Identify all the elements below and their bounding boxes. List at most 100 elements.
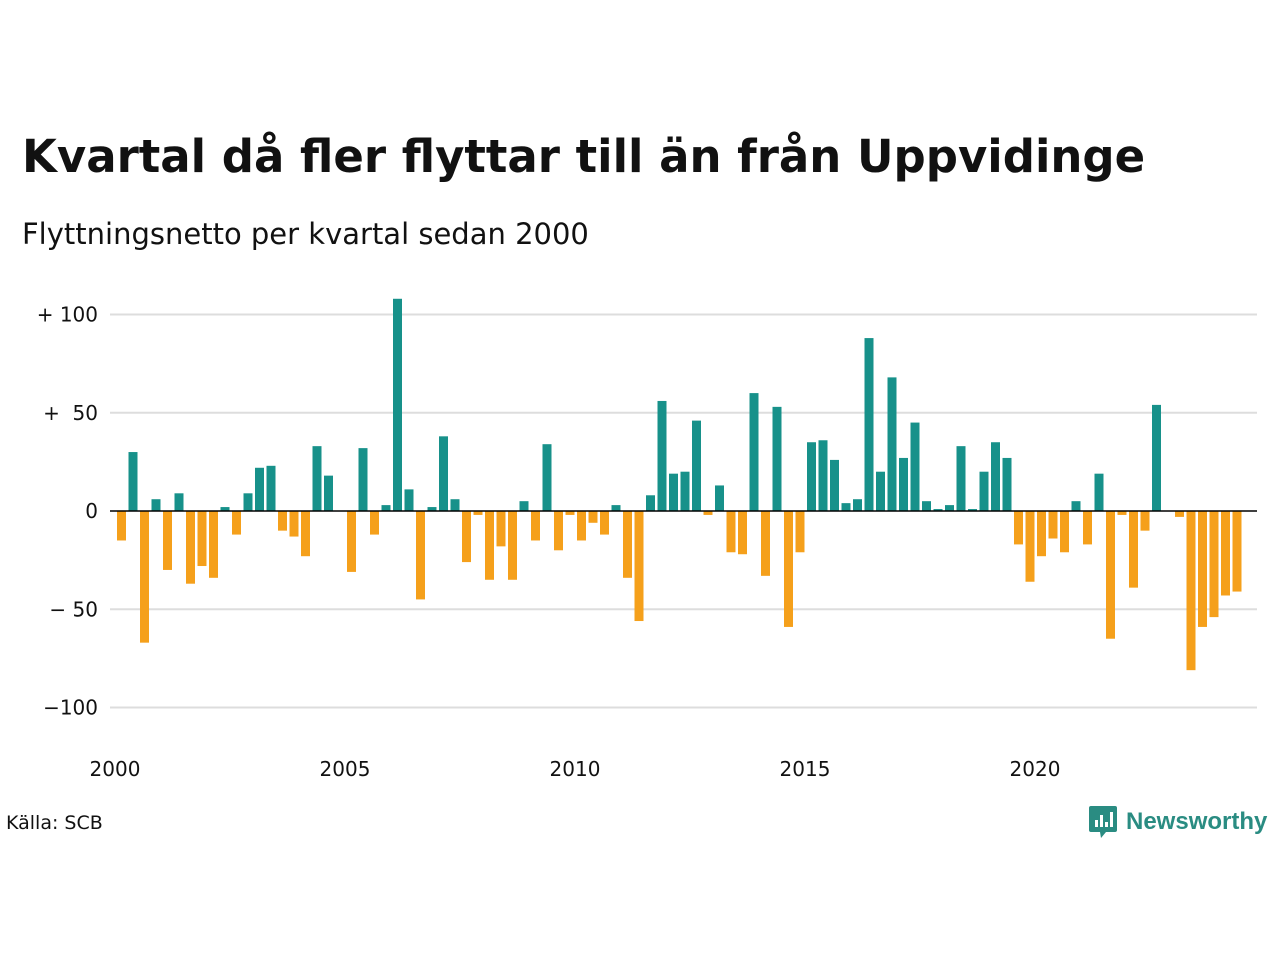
bar [128, 452, 138, 511]
x-tick-label: 2015 [780, 757, 831, 781]
chart-subtitle: Flyttningsnetto per kvartal sedan 2000 [22, 217, 589, 251]
bar [393, 298, 402, 511]
bar [1221, 511, 1230, 596]
bar [1117, 511, 1127, 515]
bar [1014, 511, 1023, 545]
bar [600, 511, 609, 535]
bar [439, 436, 448, 511]
bar [726, 511, 736, 553]
y-tick-label: −100 [43, 696, 98, 720]
x-tick-label: 2000 [90, 757, 141, 781]
bar [358, 448, 368, 511]
bar [117, 511, 126, 541]
bar [922, 501, 931, 512]
bar [289, 511, 299, 537]
bar [485, 511, 494, 580]
bar [519, 501, 529, 512]
bar [301, 511, 310, 557]
bar [680, 471, 690, 511]
bar [772, 406, 782, 512]
bar [611, 505, 621, 512]
bar [347, 511, 356, 572]
bar [209, 511, 218, 578]
bar [312, 446, 322, 511]
logo-text: Newsworthy [1126, 808, 1268, 835]
y-tick-label: + 50 [43, 401, 98, 425]
bar [140, 511, 149, 643]
bar [186, 511, 195, 584]
source-note: Källa: SCB [6, 812, 103, 834]
bar [1232, 511, 1242, 592]
bar [163, 511, 172, 570]
bar-chart: −100 − 50 0 + 50 + 100 2000 2005 2010 2015 2020 [37, 298, 1257, 781]
bar [830, 459, 839, 511]
bar [1071, 501, 1081, 512]
bar [853, 499, 862, 511]
bar [991, 442, 1000, 512]
bar [784, 511, 793, 627]
bar [542, 444, 552, 511]
bar [841, 503, 851, 511]
bar [473, 511, 483, 515]
bar [818, 440, 828, 511]
bar [174, 493, 184, 511]
bar [1002, 457, 1012, 511]
bar [1140, 511, 1150, 531]
bar [703, 511, 713, 515]
bar [1209, 511, 1219, 618]
bar [1025, 511, 1035, 582]
y-tick-label: − 50 [49, 597, 98, 621]
bar [623, 511, 632, 578]
bar [956, 446, 966, 511]
bar [243, 493, 253, 511]
bar [795, 511, 805, 553]
bar [968, 509, 977, 512]
bar [508, 511, 517, 580]
bar [462, 511, 471, 563]
x-tick-label: 2010 [550, 757, 601, 781]
bar [278, 511, 287, 531]
bar [864, 338, 874, 511]
bar [416, 511, 425, 600]
bar [738, 511, 747, 555]
x-tick-label: 2005 [320, 757, 371, 781]
bar [899, 457, 908, 511]
bar [151, 499, 161, 511]
bar [381, 505, 391, 512]
bar [496, 511, 506, 547]
bar [404, 489, 414, 511]
bar [1083, 511, 1092, 545]
bar [876, 471, 885, 511]
bar [1175, 511, 1184, 517]
bar [1037, 511, 1046, 557]
bar [933, 509, 943, 512]
bar [1198, 511, 1207, 627]
bar [1152, 404, 1161, 511]
bar [692, 420, 701, 511]
bar [669, 473, 678, 512]
gridlines [110, 313, 1257, 709]
bar [531, 511, 540, 541]
bar [255, 467, 264, 511]
bar [450, 499, 460, 511]
bar [266, 465, 276, 512]
bar [749, 393, 759, 511]
bar [232, 511, 241, 535]
axes: −100 − 50 0 + 50 + 100 2000 2005 2010 2015 2020 [37, 303, 1257, 781]
bar [565, 511, 575, 515]
bar [554, 511, 563, 551]
bar [324, 475, 333, 511]
bar [577, 511, 586, 541]
bar [1048, 511, 1058, 539]
bar [979, 471, 989, 511]
bar [657, 400, 667, 511]
newsworthy-logo: Newsworthy [1088, 804, 1267, 840]
bar [945, 505, 954, 512]
bar [588, 511, 598, 523]
bar [1186, 511, 1196, 671]
y-tick-label: 0 [85, 499, 98, 523]
bar [715, 485, 724, 511]
bar [1094, 473, 1104, 512]
bar [634, 511, 644, 622]
bar [887, 377, 897, 511]
